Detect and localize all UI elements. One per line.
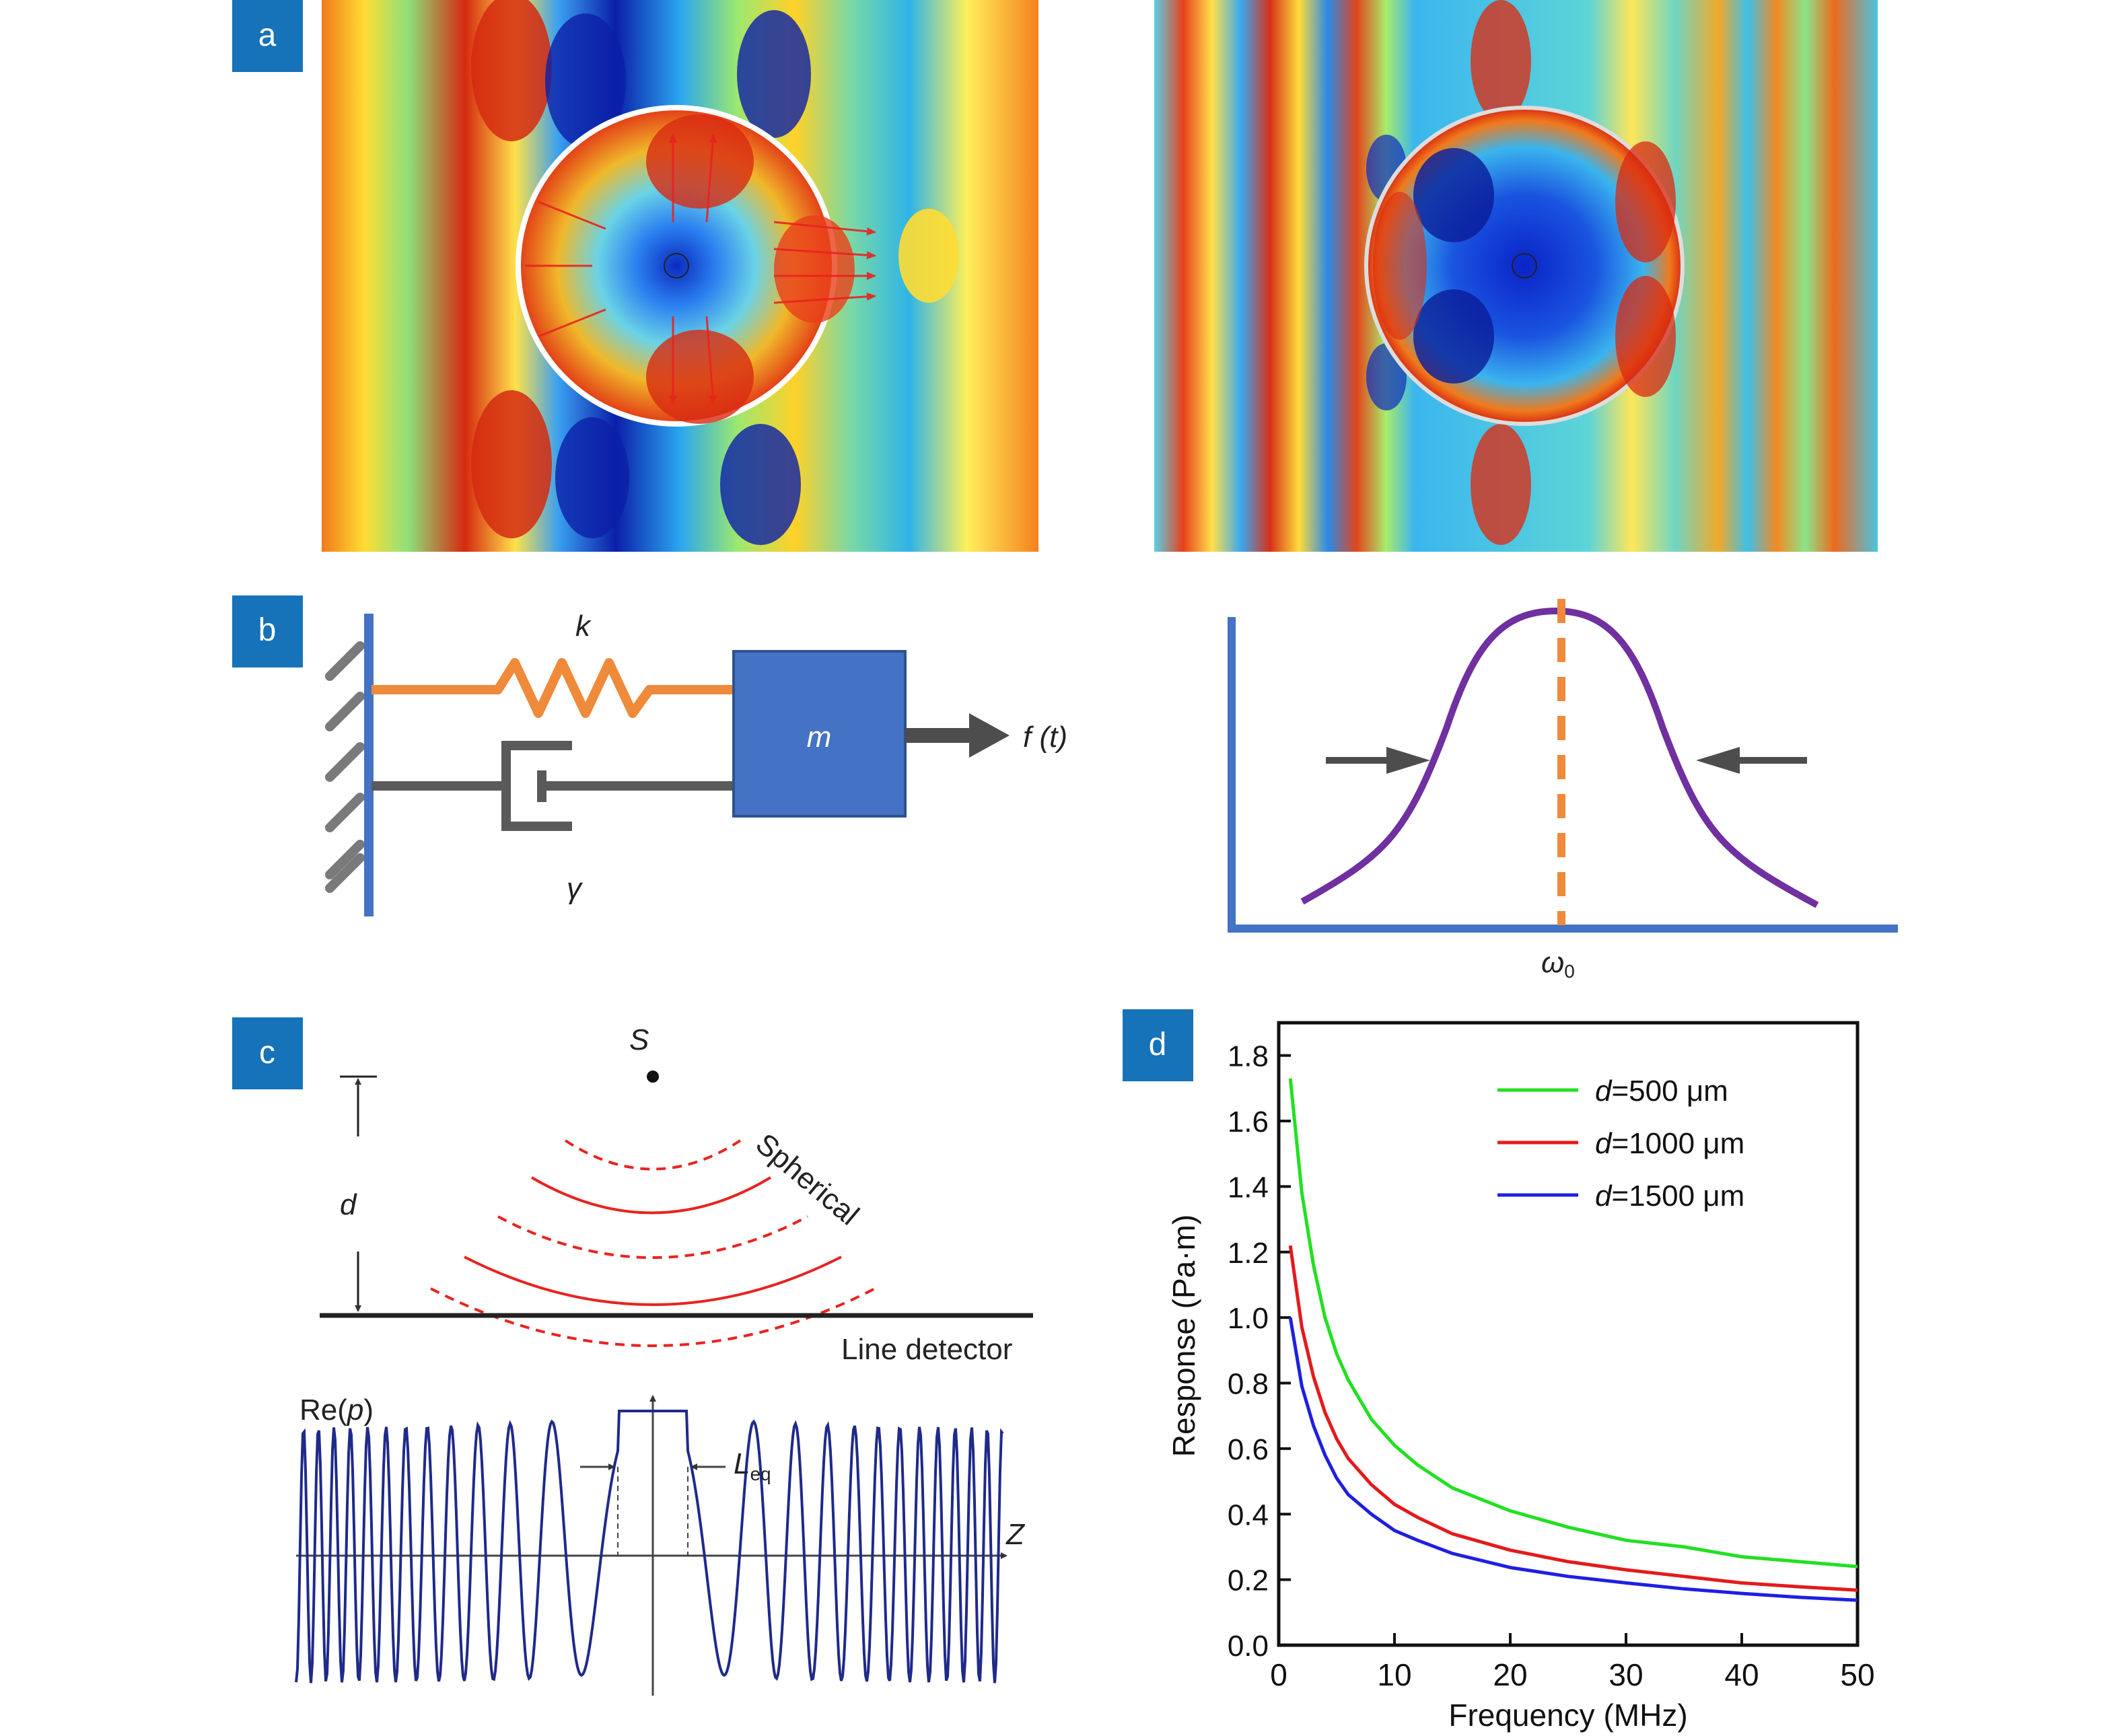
field-arrows-left [525, 133, 876, 405]
y-tick-label: 0.2 [1228, 1564, 1269, 1597]
resonance-label: ω0 [1541, 946, 1575, 982]
width-arrow-left-head [1386, 747, 1430, 774]
series-line [1288, 1245, 1858, 1592]
series-lines [1288, 1078, 1858, 1602]
y-ticks: 0.0 0.2 0.4 0.6 0.8 1.0 1.2 1.4 1.6 1.8 [1228, 1040, 1291, 1663]
y-tick-label: 0.8 [1228, 1368, 1269, 1401]
resonance-curve [1300, 607, 1819, 908]
y-tick-label: 1.4 [1228, 1171, 1269, 1204]
panel-c: c S d Spherical Line detector Re(p) Z [232, 1017, 1033, 1696]
panel-b-badge-label: b [258, 612, 277, 648]
signal-axes [296, 1395, 1008, 1696]
x-tick-label: 30 [1609, 1657, 1643, 1692]
x-tick-label: 0 [1270, 1657, 1287, 1692]
panel-c-badge-label: c [259, 1035, 275, 1071]
response-chart: 0 10 20 30 40 50 0.0 0.2 0.4 0.6 0.8 1.0 1.2 1.4 1.6 1… [1166, 1021, 1875, 1733]
leq-markers [617, 1467, 688, 1556]
y-tick-label: 1.8 [1228, 1040, 1269, 1073]
panel-a-badge [232, 0, 303, 72]
leq-label: Leq [734, 1447, 771, 1484]
y-tick-label: 1.2 [1228, 1237, 1269, 1270]
x-axis-label: Frequency (MHz) [1448, 1698, 1687, 1733]
panel-c-badge [232, 1017, 303, 1089]
mass-block [732, 650, 907, 818]
panel-a: a [232, 0, 1878, 552]
source-point [647, 1071, 659, 1083]
x-tick-label: 40 [1724, 1657, 1759, 1692]
y-tick-label: 1.6 [1228, 1106, 1269, 1138]
y-tick-label: 0.0 [1228, 1630, 1269, 1663]
spring [372, 658, 734, 718]
panel-d: d 0 10 20 30 40 50 0.0 0.2 0.4 0.6 0.8 1.0 1.2 1.4 1.… [1123, 1009, 1875, 1733]
x-tick-label: 20 [1493, 1657, 1527, 1692]
damper [372, 741, 734, 831]
y-axis-label: Response (Pa·m) [1166, 1215, 1201, 1457]
wall-hatch [325, 641, 365, 893]
distance-marker [340, 1075, 377, 1312]
legend-label: d=1000 μm [1595, 1127, 1744, 1160]
panel-a-badge-label: a [258, 17, 277, 53]
legend-label: d=500 μm [1595, 1075, 1728, 1108]
x-tick-label: 50 [1840, 1657, 1874, 1692]
x-tick-label: 10 [1377, 1657, 1411, 1692]
axis-z-label: Z [1005, 1518, 1026, 1551]
panel-d-badge [1123, 1009, 1193, 1081]
field-map-right [1154, 0, 1878, 552]
spring-label: k [575, 610, 592, 643]
distance-label: d [340, 1188, 357, 1221]
plot-frame [1277, 1021, 1860, 1647]
mass-label: m [807, 721, 832, 754]
field-map-left [322, 0, 1038, 552]
resonance-sketch: ω0 [1228, 599, 1898, 982]
detector-label: Line detector [841, 1333, 1012, 1366]
signal-label: Re(p) [299, 1394, 374, 1426]
panel-b-badge [232, 595, 303, 667]
signal-curve [295, 1410, 1004, 1684]
x-ticks: 0 10 20 30 40 50 [1270, 1633, 1875, 1692]
legend: d=500 μm d=1000 μm d=1500 μm [1497, 1075, 1744, 1213]
legend-label: d=1500 μm [1595, 1180, 1744, 1213]
series-line [1288, 1317, 1858, 1602]
source-label: S [629, 1023, 649, 1056]
width-arrow-right-head [1696, 747, 1740, 774]
damper-label: γ [567, 872, 584, 905]
y-tick-label: 0.6 [1228, 1433, 1269, 1466]
y-tick-label: 0.4 [1228, 1498, 1269, 1531]
panel-b: b k γ m f (t) [232, 595, 1898, 982]
series-line [1288, 1078, 1858, 1568]
force-label: f (t) [1023, 721, 1067, 754]
force-arrow-head [969, 713, 1010, 758]
y-tick-label: 1.0 [1228, 1302, 1269, 1335]
panel-d-badge-label: d [1149, 1027, 1167, 1062]
